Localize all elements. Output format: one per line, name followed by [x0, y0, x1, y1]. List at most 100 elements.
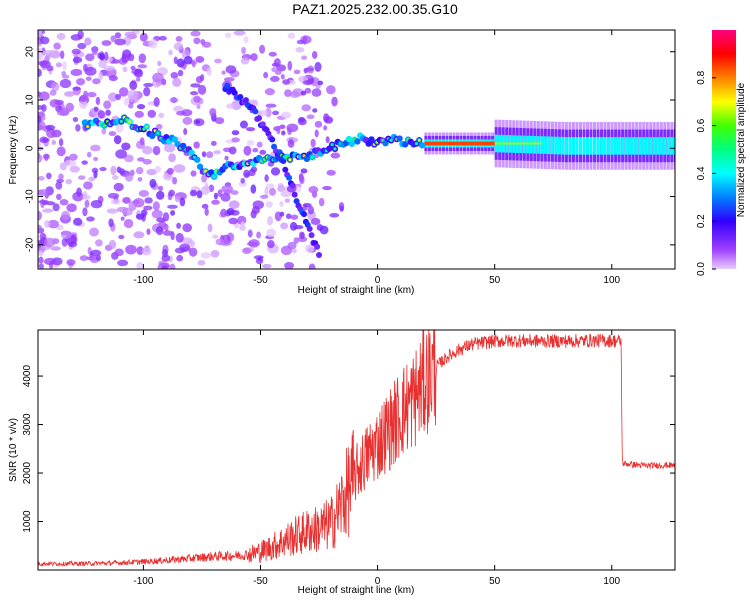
heatmap-cell: [196, 190, 203, 199]
heatmap-cell: [354, 138, 361, 145]
heatmap-cell: [201, 41, 212, 48]
heatmap-cell: [190, 30, 201, 37]
heatmap-cell: [84, 37, 92, 46]
heatmap-cell: [156, 131, 160, 135]
heatmap-cell: [228, 146, 237, 155]
heatmap-cell: [237, 94, 244, 101]
y-tick-label: -10: [25, 189, 36, 204]
heatmap-cell: [40, 36, 50, 45]
heatmap-cell: [289, 182, 296, 189]
heatmap-cell: [103, 65, 115, 71]
heatmap-cell: [221, 184, 234, 194]
heatmap-cell: [133, 231, 145, 239]
heatmap-cell: [138, 53, 147, 64]
heatmap-cell: [157, 185, 164, 192]
colorbar-ticks: 0.0 0.2 0.4 0.6 0.8: [696, 70, 716, 276]
heatmap-cell: [168, 153, 176, 163]
heatmap-cell: [596, 137, 600, 155]
heatmap-cell: [256, 141, 263, 148]
heatmap-cell: [247, 229, 253, 238]
heatmap-cell: [169, 263, 176, 269]
heatmap-cell: [112, 59, 120, 64]
heatmap-cell: [79, 255, 89, 262]
heatmap-cell: [64, 91, 75, 97]
heatmap-cell: [155, 226, 164, 236]
heatmap-cell: [91, 51, 98, 56]
heatmap-cell: [331, 96, 338, 107]
x-tick-label: -100: [133, 275, 153, 286]
heatmap-cell: [315, 84, 321, 89]
heatmap-cell: [295, 185, 302, 193]
heatmap-cell: [368, 136, 375, 143]
heatmap-cell: [282, 166, 289, 173]
snr-xlabel: Height of straight line (km): [298, 585, 415, 596]
heatmap-cell: [280, 222, 289, 230]
heatmap-cell: [280, 73, 285, 80]
heatmap-cell: [72, 86, 81, 91]
x-tick-label: 100: [603, 275, 620, 286]
heatmap-cell: [663, 137, 667, 155]
heatmap-cell: [314, 243, 321, 250]
heatmap-cell: [302, 80, 314, 86]
heatmap-cell: [226, 208, 235, 216]
heatmap-cell: [189, 91, 199, 96]
heatmap-cell: [262, 263, 272, 269]
heatmap-cell: [122, 66, 128, 73]
heatmap-cell: [277, 184, 286, 193]
heatmap-cell: [163, 223, 169, 232]
heatmap-cell: [312, 108, 318, 113]
heatmap-cell: [293, 224, 304, 230]
heatmap-cell: [333, 147, 337, 151]
heatmap-cell: [293, 237, 299, 244]
heatmap-cell: [58, 138, 64, 147]
heatmap-cell: [193, 37, 201, 45]
heatmap-cell: [642, 137, 646, 155]
heatmap-cell: [287, 60, 293, 71]
heatmap-cell: [287, 32, 296, 39]
heatmap-cell: [49, 89, 57, 96]
heatmap-cell: [614, 137, 618, 155]
heatmap-cell: [308, 232, 315, 239]
heatmap-cell: [45, 124, 56, 131]
heatmap-cell: [240, 177, 246, 184]
heatmap-cell: [38, 189, 49, 196]
heatmap-cell: [129, 169, 135, 176]
heatmap-cell: [307, 205, 315, 215]
heatmap-cell: [49, 98, 61, 108]
heatmap-cell: [90, 199, 103, 209]
heatmap-cell: [171, 136, 178, 143]
heatmap-cell: [240, 57, 250, 65]
heatmap-cell: [84, 66, 97, 76]
heatmap-cell: [635, 137, 639, 155]
heatmap-cell: [56, 193, 62, 201]
heatmap-cell: [190, 83, 201, 88]
heatmap-cell: [116, 166, 122, 173]
heatmap-cell: [310, 155, 315, 159]
heatmap-cell: [121, 54, 130, 63]
heatmap-cell: [108, 218, 114, 228]
heatmap-cell: [284, 89, 292, 98]
y-tick-label: 2000: [22, 461, 33, 484]
heatmap-cell: [83, 90, 88, 98]
heatmap-cell: [304, 67, 314, 72]
heatmap-cell: [68, 241, 78, 248]
x-tick-label: 100: [603, 576, 620, 587]
heatmap-cell: [116, 206, 129, 213]
heatmap-cell: [291, 248, 297, 254]
colorbar-gradient: [712, 30, 736, 269]
heatmap-cell: [298, 116, 306, 123]
heatmap-cell: [51, 140, 57, 145]
heatmap-cell: [113, 135, 122, 145]
heatmap-cell: [139, 137, 145, 146]
heatmap-cell: [201, 174, 207, 183]
heatmap-cell: [259, 149, 267, 155]
heatmap-cell: [174, 195, 181, 203]
heatmap-cell: [118, 87, 129, 97]
heatmap-cell: [173, 42, 184, 51]
heatmap-cell: [242, 97, 249, 104]
heatmap-cell: [243, 169, 250, 179]
heatmap-cell: [231, 100, 242, 111]
heatmap-cell: [274, 69, 282, 75]
heatmap-cell: [214, 58, 222, 64]
